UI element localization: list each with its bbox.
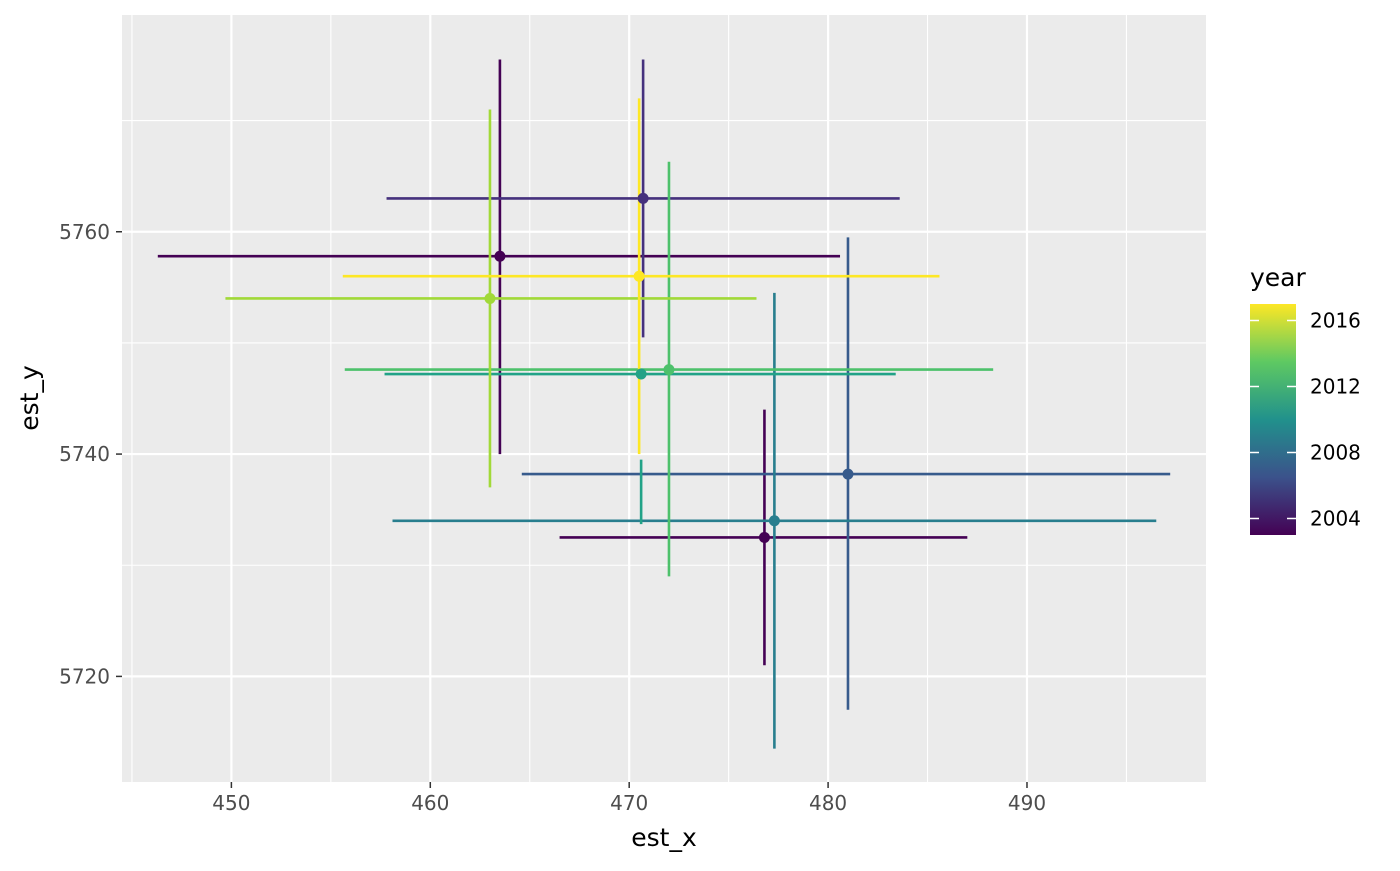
x-tick-label: 490 [1008, 791, 1046, 815]
data-point [758, 531, 770, 543]
data-layer [157, 59, 1171, 749]
x-tick-label: 470 [610, 791, 648, 815]
grid [122, 15, 1206, 782]
data-point [484, 292, 496, 304]
data-point [494, 250, 506, 262]
colorbar-label: 2008 [1310, 441, 1361, 465]
data-point [633, 270, 645, 282]
data-point [637, 192, 649, 204]
x-tick-label: 450 [212, 791, 250, 815]
data-point [768, 515, 780, 527]
data-point [663, 364, 675, 376]
x-tick-label: 460 [411, 791, 449, 815]
colorbar-label: 2016 [1310, 309, 1361, 333]
x-axis-title: est_x [631, 823, 697, 852]
plot-panel [122, 15, 1206, 782]
x-tick-label: 480 [809, 791, 847, 815]
data-point [842, 468, 854, 480]
y-tick-label: 5760 [59, 220, 110, 244]
axes: 450 460 470 480 490 5720 5740 5760 [59, 220, 1046, 815]
y-tick-label: 5720 [59, 664, 110, 688]
y-tick-label: 5740 [59, 442, 110, 466]
y-axis-title: est_y [15, 365, 44, 431]
legend-title: year [1250, 263, 1306, 292]
colorbar [1250, 304, 1296, 535]
data-point [635, 368, 647, 380]
legend: year 2004 2008 2012 2016 [1250, 263, 1361, 535]
colorbar-label: 2012 [1310, 375, 1361, 399]
colorbar-label: 2004 [1310, 507, 1361, 531]
